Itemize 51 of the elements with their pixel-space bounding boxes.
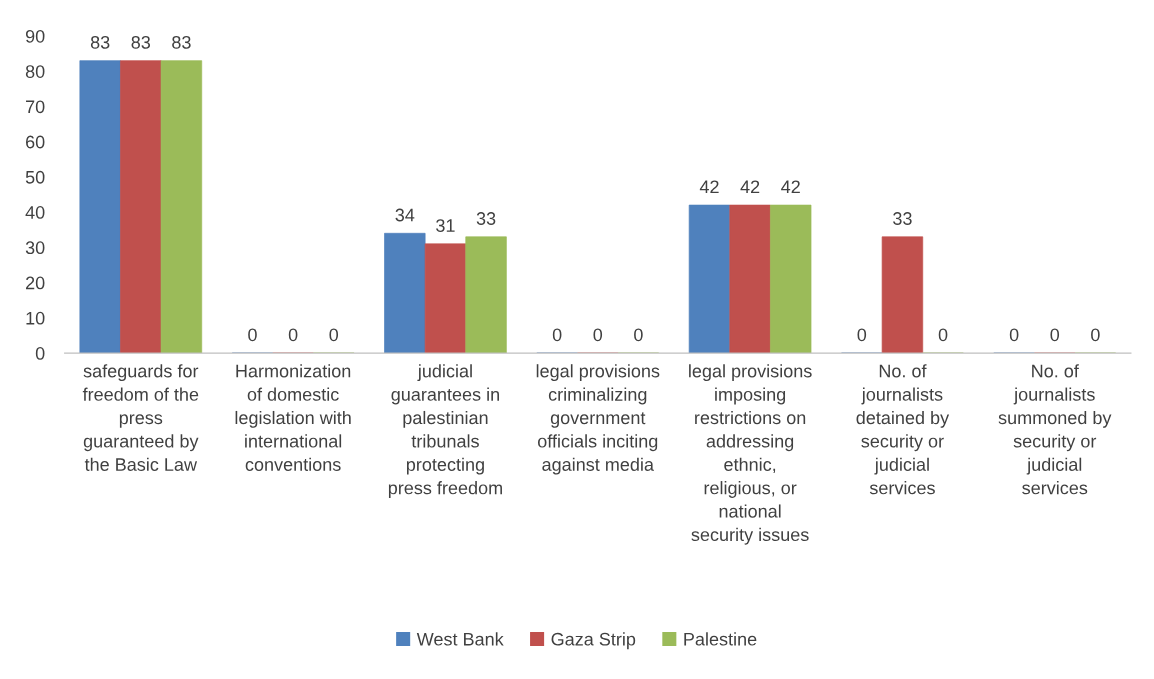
x-tick-label: judicial guarantees in palestinian tribunals protecting press freedom <box>388 364 502 498</box>
bar <box>770 204 812 354</box>
data-label: 0 <box>938 328 948 342</box>
data-label: 0 <box>329 328 339 342</box>
data-label: 0 <box>634 328 643 342</box>
y-tick-label: 80 <box>25 65 45 78</box>
bar <box>881 236 924 354</box>
x-tick-label: safeguards for freedom of the press guaranteed by the Basic Law <box>82 364 199 471</box>
bar <box>424 243 467 354</box>
y-tick-label: 60 <box>26 135 45 149</box>
x-tick-label: legal provisions criminalizing government officials inciting against media <box>536 364 660 475</box>
legend-label: West Bank <box>416 632 504 646</box>
bar <box>120 60 162 354</box>
data-label: 0 <box>248 328 257 342</box>
data-label: 31 <box>436 219 455 232</box>
data-label: 83 <box>172 35 191 49</box>
data-label: 42 <box>740 180 760 194</box>
bar <box>79 60 121 354</box>
y-tick-label: 0 <box>35 347 45 360</box>
bar <box>160 60 203 354</box>
data-label: 0 <box>288 328 298 342</box>
y-tick-label: 90 <box>25 29 45 43</box>
data-label: 42 <box>781 180 800 194</box>
data-label: 33 <box>893 212 912 225</box>
y-tick-label: 70 <box>26 100 45 114</box>
x-tick-label: No. of journalists detained by security or judicial services <box>856 364 950 495</box>
y-tick-label: 30 <box>25 241 45 255</box>
legend-label: Palestine <box>684 632 757 646</box>
data-label: 0 <box>1009 328 1019 342</box>
data-label: 83 <box>90 35 110 49</box>
data-label: 34 <box>395 208 415 222</box>
x-tick-label: No. of journalists summoned by security or judicial services <box>998 364 1112 495</box>
x-tick-label: Harmonization of domestic legislation with international conventions <box>235 364 351 471</box>
bar <box>729 204 771 354</box>
data-label: 0 <box>1050 328 1060 342</box>
bar <box>384 232 426 354</box>
data-label: 0 <box>593 328 603 342</box>
y-tick-label: 10 <box>26 311 45 325</box>
data-label: 0 <box>552 328 562 342</box>
x-tick-label: legal provisions imposing restrictions on addressing ethnic, religious, or national security issues <box>689 364 812 545</box>
y-tick-label: 50 <box>25 170 45 184</box>
data-label: 0 <box>857 328 867 342</box>
legend-label: Gaza Strip <box>551 632 636 650</box>
bar <box>688 204 731 354</box>
y-tick-label: 20 <box>26 276 45 290</box>
data-label: 0 <box>1091 328 1100 342</box>
data-label: 42 <box>699 180 719 194</box>
data-label: 33 <box>476 212 496 225</box>
y-tick-label: 40 <box>25 206 45 219</box>
data-label: 83 <box>131 35 151 49</box>
bar <box>465 236 507 354</box>
